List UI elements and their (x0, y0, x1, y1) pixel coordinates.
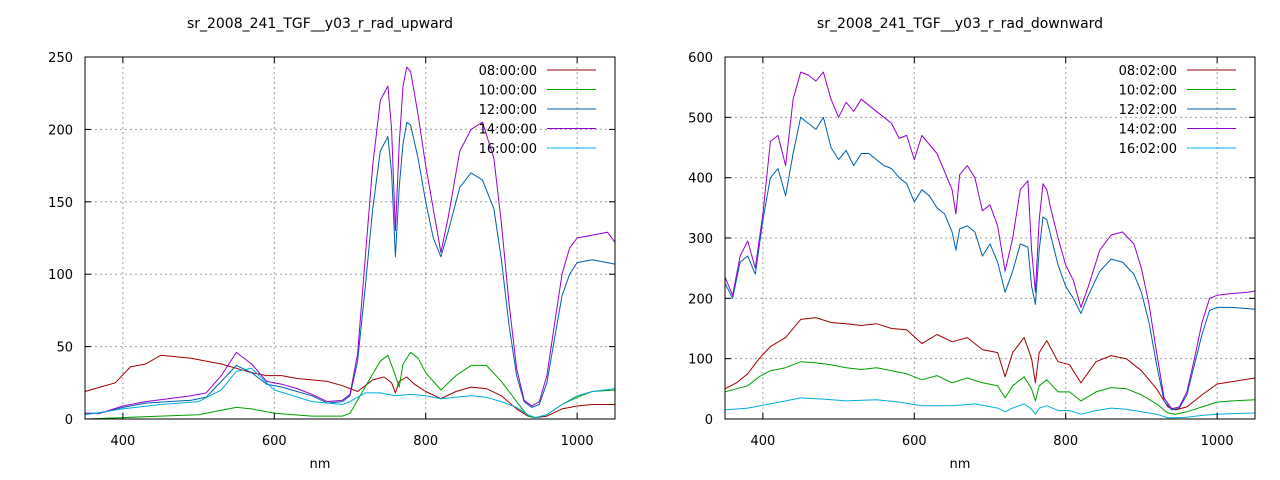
x-tick-label: 600 (902, 434, 927, 449)
legend-label-2: 12:00:00 (479, 103, 537, 118)
legend-label-3: 14:00:00 (479, 123, 537, 138)
series-line-3 (724, 71, 1256, 410)
legend-label-1: 10:00:00 (479, 84, 537, 99)
y-tick-label: 300 (688, 232, 713, 247)
y-tick-label: 100 (688, 353, 713, 368)
series-line-4 (724, 397, 1256, 419)
plot-frame (84, 56, 616, 420)
y-tick-label: 600 (688, 51, 713, 66)
series-line-0 (724, 317, 1256, 411)
y-tick-label: 200 (688, 292, 713, 307)
legend-label-0: 08:00:00 (479, 64, 537, 79)
series-line-0 (84, 354, 615, 419)
chart-title: sr_2008_241_TGF__y03_r_rad_upward (186, 16, 454, 32)
y-tick-label: 150 (48, 196, 73, 211)
series-line-2 (724, 116, 1256, 411)
legend-label-4: 16:00:00 (479, 142, 537, 157)
y-tick-label: 0 (65, 413, 73, 428)
series-line-1 (724, 361, 1256, 415)
legend-label-0: 08:02:00 (1119, 64, 1177, 79)
series-line-4 (84, 367, 616, 419)
legend-label-3: 14:02:00 (1119, 123, 1177, 138)
x-tick-label: 400 (110, 434, 135, 449)
x-tick-label: 600 (262, 434, 287, 449)
x-tick-label: 400 (750, 434, 775, 449)
y-tick-label: 400 (688, 172, 713, 187)
legend-label-2: 12:02:00 (1119, 103, 1177, 118)
x-tick-label: 800 (1053, 434, 1078, 449)
y-tick-label: 50 (56, 341, 73, 356)
series-line-2 (85, 121, 616, 414)
y-tick-label: 500 (688, 111, 713, 126)
y-tick-label: 200 (48, 123, 73, 138)
x-axis-label: nm (309, 457, 331, 472)
chart-title: sr_2008_241_TGF__y03_r_rad_downward (816, 16, 1104, 32)
x-tick-label: 1000 (561, 434, 594, 449)
y-tick-label: 250 (48, 51, 73, 66)
x-tick-label: 800 (413, 434, 438, 449)
x-tick-label: 1000 (1201, 434, 1234, 449)
plot-area-upward: 400 600 800 1000 0 50 100 150 200 250 08:00:00 10:0… (48, 51, 616, 449)
chart-downward: sr_2008_241_TGF__y03_r_rad_downward 400 6… (640, 0, 1280, 480)
legend-label-4: 16:02:00 (1119, 142, 1177, 157)
legend-label-1: 10:02:00 (1119, 84, 1177, 99)
series-line-1 (84, 351, 616, 420)
y-tick-label: 100 (48, 268, 73, 283)
x-axis-label: nm (949, 457, 971, 472)
chart-upward: sr_2008_241_TGF__y03_r_rad_upward 400 600… (48, 16, 616, 472)
plot-area-downward: 400 600 800 1000 0 100 200 300 400 500 600 08:02:00… (688, 51, 1256, 449)
y-tick-label: 0 (705, 413, 713, 428)
series-line-3 (85, 66, 616, 414)
